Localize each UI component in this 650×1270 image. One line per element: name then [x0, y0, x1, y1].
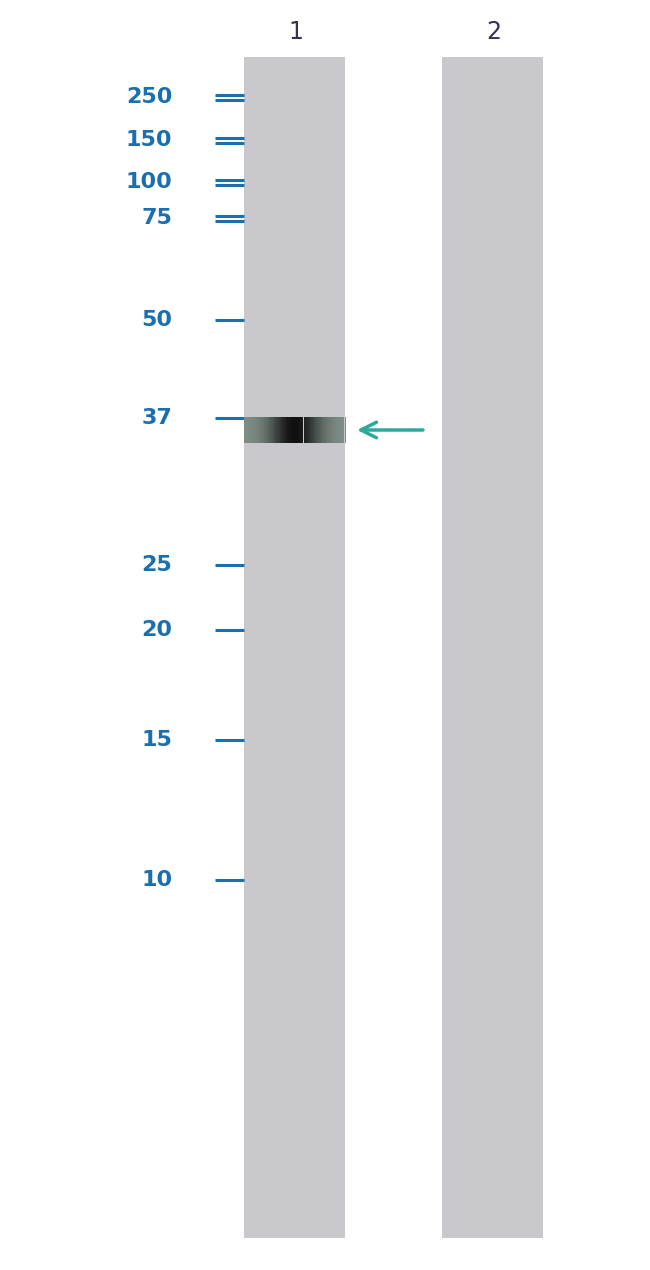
Bar	[307, 417, 309, 443]
Bar	[333, 417, 334, 443]
Bar	[257, 417, 259, 443]
Bar	[310, 417, 312, 443]
Bar	[244, 57, 344, 1238]
Bar	[271, 417, 273, 443]
Bar	[266, 417, 268, 443]
Bar	[249, 417, 250, 443]
Text: 37: 37	[142, 408, 172, 428]
Bar	[343, 417, 344, 443]
Bar	[274, 417, 276, 443]
Bar	[304, 417, 306, 443]
Text: 20: 20	[141, 620, 172, 640]
Bar	[331, 417, 333, 443]
Bar	[341, 417, 343, 443]
Bar	[278, 417, 280, 443]
Bar	[288, 417, 290, 443]
Bar	[283, 417, 285, 443]
Bar	[302, 417, 304, 443]
Bar	[293, 417, 295, 443]
Bar	[281, 417, 283, 443]
Bar	[252, 417, 254, 443]
Bar	[328, 417, 329, 443]
Bar	[244, 417, 246, 443]
Bar	[295, 417, 296, 443]
Bar	[315, 417, 317, 443]
Bar	[296, 417, 298, 443]
Bar	[292, 417, 293, 443]
Bar	[254, 417, 255, 443]
Bar	[344, 417, 346, 443]
Bar	[312, 417, 314, 443]
Bar	[306, 417, 307, 443]
Bar	[300, 417, 302, 443]
Text: 100: 100	[125, 171, 172, 192]
Bar	[269, 417, 271, 443]
Text: 2: 2	[486, 20, 502, 43]
Bar	[317, 417, 319, 443]
Bar	[314, 417, 315, 443]
Bar	[247, 417, 249, 443]
Bar	[326, 417, 328, 443]
Bar	[309, 417, 310, 443]
Bar	[276, 417, 278, 443]
Bar	[442, 57, 543, 1238]
Bar	[263, 417, 264, 443]
Bar	[265, 417, 266, 443]
Bar	[268, 417, 269, 443]
Bar	[319, 417, 320, 443]
Text: 15: 15	[142, 730, 172, 751]
Text: 50: 50	[141, 310, 172, 330]
Bar	[259, 417, 261, 443]
Bar	[261, 417, 263, 443]
Bar	[255, 417, 257, 443]
Bar	[298, 417, 300, 443]
Text: 250: 250	[126, 88, 172, 107]
Bar	[280, 417, 281, 443]
Bar	[287, 417, 288, 443]
Bar	[320, 417, 322, 443]
Bar	[337, 417, 339, 443]
Bar	[339, 417, 341, 443]
Bar	[334, 417, 336, 443]
Bar	[246, 417, 247, 443]
Text: 150: 150	[125, 130, 172, 150]
Text: 25: 25	[142, 555, 172, 575]
Text: 75: 75	[142, 208, 172, 229]
Bar	[336, 417, 337, 443]
Bar	[322, 417, 324, 443]
Bar	[290, 417, 292, 443]
Bar	[273, 417, 274, 443]
Bar	[251, 417, 252, 443]
Text: 10: 10	[141, 870, 172, 890]
Text: 1: 1	[289, 20, 303, 43]
Bar	[329, 417, 331, 443]
Bar	[285, 417, 287, 443]
Bar	[324, 417, 326, 443]
